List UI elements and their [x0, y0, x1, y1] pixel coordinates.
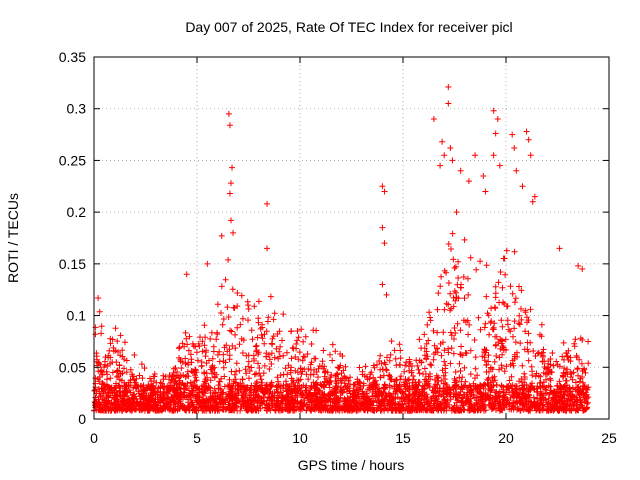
y-tick-label: 0.1 — [67, 308, 87, 324]
data-point — [445, 83, 452, 90]
x-tick-labels: 0 5 10 15 20 25 — [90, 430, 617, 446]
data-point — [430, 116, 437, 123]
data-point — [379, 281, 386, 288]
data-point — [225, 110, 232, 117]
x-tick-label: 0 — [90, 430, 98, 446]
data-point — [447, 145, 454, 152]
data-point — [226, 122, 233, 129]
data-point — [227, 217, 234, 224]
data-point — [529, 198, 536, 205]
data-point — [509, 131, 516, 138]
y-tick-label: 0.05 — [59, 359, 86, 375]
plot-frame — [93, 56, 610, 420]
data-point — [449, 157, 456, 164]
data-point — [531, 193, 538, 200]
data-point — [472, 152, 479, 159]
y-tick-label: 0.25 — [59, 152, 86, 168]
x-axis-label: GPS time / hours — [298, 457, 405, 473]
data-point — [441, 152, 448, 159]
data-point — [383, 291, 390, 298]
data-point — [439, 138, 446, 145]
data-point — [579, 266, 586, 273]
y-axis-label: ROTI / TECUs — [5, 193, 21, 283]
data-point — [575, 262, 582, 269]
y-tick-label: 0.2 — [67, 204, 87, 220]
x-tick-label: 25 — [601, 430, 617, 446]
data-point — [457, 167, 464, 174]
data-point — [511, 145, 518, 152]
data-point — [95, 294, 102, 301]
y-tick-label: 0.15 — [59, 256, 86, 272]
data-point — [226, 190, 233, 197]
data-point — [492, 130, 499, 137]
data-point — [264, 200, 271, 207]
data-point — [496, 162, 503, 169]
data-point — [381, 240, 388, 247]
data-point — [230, 229, 237, 236]
data-point — [513, 167, 520, 174]
x-tick-label: 20 — [498, 430, 514, 446]
data-point — [227, 180, 234, 187]
data-point — [494, 116, 501, 123]
y-tick-labels: 0 0.05 0.1 0.15 0.2 0.25 0.3 0.35 — [59, 49, 86, 427]
x-tick-label: 5 — [193, 430, 201, 446]
data-point — [480, 172, 487, 179]
data-point — [379, 183, 386, 190]
y-tick-label: 0.35 — [59, 49, 86, 65]
chart-title: Day 007 of 2025, Rate Of TEC Index for r… — [185, 19, 512, 35]
data-point — [519, 183, 526, 190]
data-point — [490, 152, 497, 159]
x-tick-label: 15 — [395, 430, 411, 446]
data-point — [204, 260, 211, 267]
data-point — [218, 232, 225, 239]
data-point — [453, 209, 460, 216]
x-tick-label: 10 — [292, 430, 308, 446]
grid-lines — [94, 57, 609, 419]
data-point — [379, 224, 386, 231]
data-point — [465, 178, 472, 185]
data-point — [183, 271, 190, 278]
data-point — [437, 162, 444, 169]
y-tick-label: 0.3 — [67, 101, 87, 117]
data-point — [264, 245, 271, 252]
data-point — [556, 245, 563, 252]
axis-ticks — [93, 56, 610, 420]
data-point — [482, 188, 489, 195]
data-point — [525, 136, 532, 143]
data-point — [527, 152, 534, 159]
data-points — [91, 83, 592, 414]
data-point — [490, 107, 497, 114]
scatter-cloud — [91, 230, 592, 414]
y-tick-label: 0 — [78, 411, 86, 427]
data-point — [229, 164, 236, 171]
data-point — [381, 188, 388, 195]
data-point — [523, 128, 530, 135]
data-point — [445, 100, 452, 107]
